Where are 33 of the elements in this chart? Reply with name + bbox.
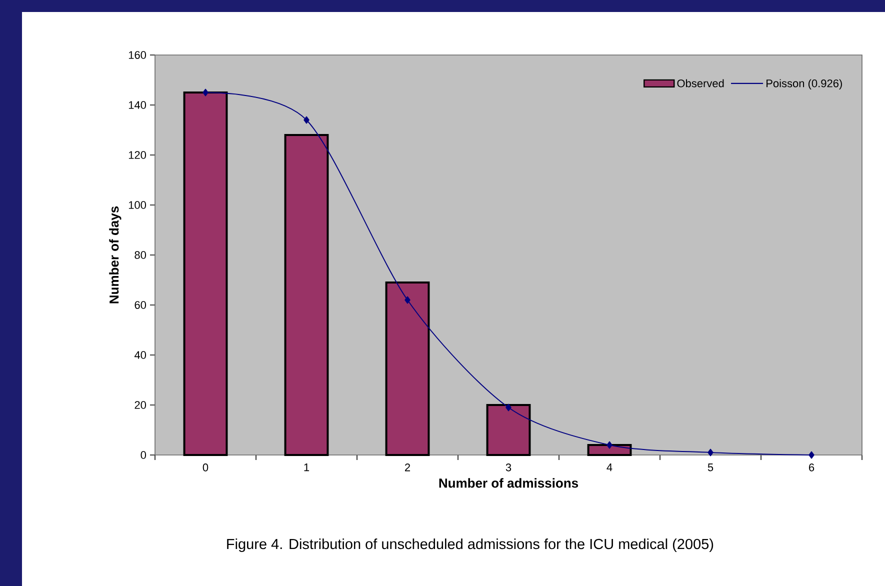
legend-label: Observed bbox=[677, 79, 724, 88]
y-tick-label: 80 bbox=[134, 251, 146, 259]
y-tick-label: 140 bbox=[128, 101, 146, 109]
bar bbox=[486, 404, 531, 456]
point bbox=[304, 116, 310, 124]
caption: Figure 4. Distribution of unscheduled admissions for the ICU medical (2005) bbox=[227, 538, 714, 552]
bar bbox=[183, 91, 228, 456]
y-tick-label: 60 bbox=[134, 301, 146, 309]
x-tick-label: 1 bbox=[304, 464, 310, 472]
point bbox=[202, 88, 208, 96]
y-tick-label: 160 bbox=[128, 51, 146, 59]
y-tick-label: 120 bbox=[128, 151, 146, 159]
point bbox=[404, 296, 410, 304]
point bbox=[708, 448, 714, 456]
x-tick-label: 6 bbox=[809, 464, 814, 472]
x-tick-label: 3 bbox=[506, 464, 512, 472]
point bbox=[808, 451, 814, 459]
legend-label: Poisson (0.926) bbox=[766, 79, 842, 90]
y-tick-label: 100 bbox=[128, 201, 146, 209]
y-axis-title: Number of days bbox=[109, 206, 122, 304]
x-tick-label: 0 bbox=[202, 464, 208, 472]
y-tick-label: 20 bbox=[134, 401, 146, 409]
point bbox=[506, 404, 512, 412]
x-axis-title: Number of admissions bbox=[439, 478, 578, 488]
y-tick-label: 0 bbox=[140, 451, 146, 459]
bar bbox=[385, 281, 430, 456]
x-tick-label: 5 bbox=[708, 464, 714, 472]
point bbox=[606, 441, 612, 449]
y-tick-label: 40 bbox=[134, 351, 146, 359]
bar bbox=[587, 444, 632, 456]
bar bbox=[284, 134, 329, 456]
x-tick-label: 4 bbox=[606, 464, 612, 472]
x-tick-label: 2 bbox=[404, 464, 410, 472]
